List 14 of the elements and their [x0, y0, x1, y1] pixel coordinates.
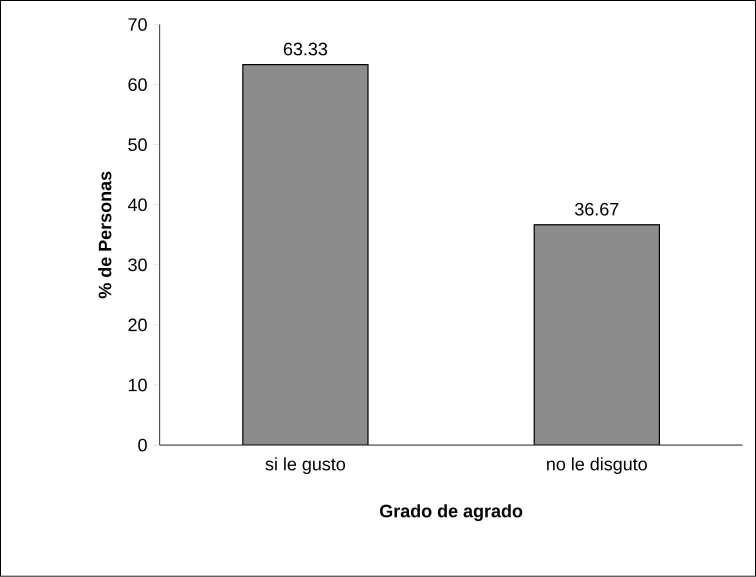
- y-tick-label: 30: [128, 258, 147, 272]
- y-tick-label: 50: [128, 138, 147, 152]
- y-tick-label: 40: [128, 198, 147, 212]
- y-tick-label: 20: [128, 318, 147, 332]
- data-label: 36.67: [575, 202, 618, 216]
- y-tick-label: 0: [138, 438, 147, 452]
- y-tick-label: 60: [128, 78, 147, 92]
- x-tick-label: no le disguto: [547, 457, 647, 474]
- y-axis-title: % de Personas: [98, 172, 112, 298]
- x-tick-label: si le gusto: [265, 457, 346, 474]
- y-tick-label: 70: [128, 18, 147, 31]
- y-tick-label: 10: [128, 378, 147, 392]
- x-axis-title: Grado de agrado: [380, 504, 522, 522]
- data-label: 63.33: [284, 42, 328, 56]
